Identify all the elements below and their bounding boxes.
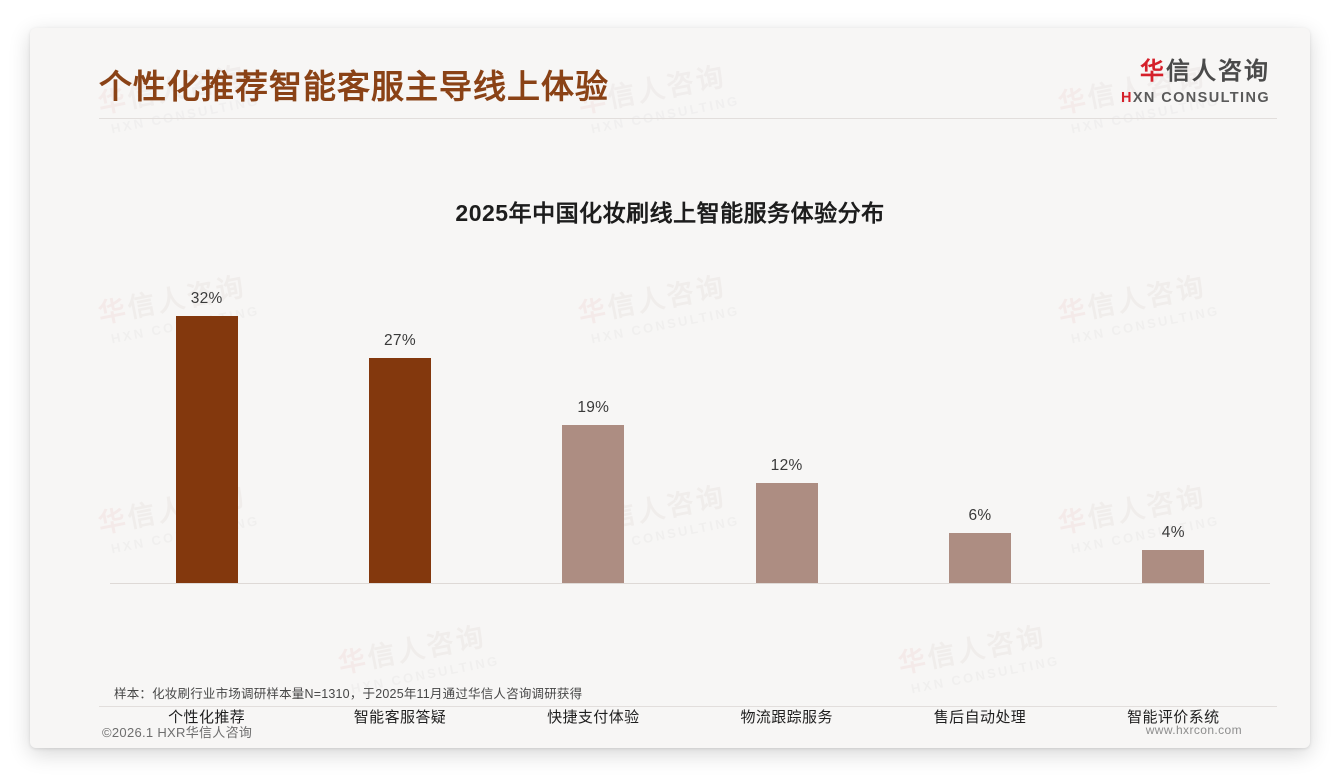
category-label-slot: 智能评价系统 bbox=[1077, 706, 1270, 727]
source-footnote: 样本：化妆刷行业市场调研样本量N=1310，于2025年11月通过华信人咨询调研… bbox=[114, 687, 583, 701]
bar-value-label: 32% bbox=[190, 290, 223, 307]
website-url: www.hxrcon.com bbox=[1145, 723, 1242, 737]
category-label-slot: 个性化推荐 bbox=[110, 706, 303, 727]
category-label-slot: 售后自动处理 bbox=[883, 706, 1076, 727]
category-label: 售后自动处理 bbox=[933, 709, 1027, 726]
category-label-slot: 智能客服答疑 bbox=[303, 706, 496, 727]
bar-value-label: 19% bbox=[577, 399, 610, 416]
brand-logo: 华信人咨询 HXN CONSULTING bbox=[1121, 60, 1270, 106]
brand-logo-cn-rest: 信人咨询 bbox=[1166, 58, 1270, 85]
category-axis-labels: 个性化推荐 智能客服答疑 快捷支付体验 物流跟踪服务 售后自动处理 智能评价系统 bbox=[110, 706, 1270, 727]
bar-group[interactable]: 4% bbox=[1077, 254, 1270, 583]
bar-group[interactable]: 32% bbox=[110, 254, 303, 583]
category-label: 智能评价系统 bbox=[1127, 709, 1220, 726]
bar-value-label: 12% bbox=[770, 457, 803, 474]
copyright-text: ©2026.1 HXR华信人咨询 bbox=[102, 725, 253, 740]
bar-value-label: 27% bbox=[384, 332, 416, 349]
brand-logo-en: HXN CONSULTING bbox=[1121, 91, 1270, 106]
bar-group[interactable]: 12% bbox=[690, 254, 883, 583]
category-label: 快捷支付体验 bbox=[547, 709, 640, 726]
brand-logo-en-highlight: H bbox=[1120, 90, 1133, 106]
brand-logo-cn-highlight: 华 bbox=[1140, 58, 1166, 85]
bar[interactable] bbox=[175, 316, 238, 583]
bar[interactable] bbox=[1142, 550, 1205, 583]
page-title: 个性化推荐智能客服主导线上体验 bbox=[99, 68, 609, 105]
bar-series: 32% 27% 19% 12% 6% 4% bbox=[110, 254, 1270, 583]
slide-card: 华信人咨询 HXN CONSULTING 华信人咨询 HXN CONSULTIN… bbox=[30, 28, 1310, 748]
slide-header: 个性化推荐智能客服主导线上体验 华信人咨询 HXN CONSULTING bbox=[30, 28, 1310, 120]
category-label: 物流跟踪服务 bbox=[740, 709, 833, 726]
category-label-slot: 物流跟踪服务 bbox=[690, 706, 883, 727]
footer-divider bbox=[99, 706, 1277, 707]
category-label: 个性化推荐 bbox=[168, 709, 246, 726]
header-divider bbox=[99, 118, 1277, 119]
chart-block: 2025年中国化妆刷线上智能服务体验分布 32% 27% 19% 12% 6% 4% 个性… bbox=[30, 146, 1310, 726]
bar-value-label: 6% bbox=[968, 507, 992, 524]
brand-logo-cn: 华信人咨询 bbox=[1121, 60, 1270, 84]
bar-group[interactable]: 6% bbox=[883, 254, 1076, 583]
bar-chart-plot: 32% 27% 19% 12% 6% 4% 个性化推荐 智能客服答疑 快捷支付体验 物流跟踪服务… bbox=[78, 254, 1270, 726]
bar-group[interactable]: 27% bbox=[303, 254, 496, 583]
bar[interactable] bbox=[948, 533, 1011, 583]
bar-value-label: 4% bbox=[1161, 524, 1185, 541]
bar[interactable] bbox=[755, 483, 818, 583]
category-label: 智能客服答疑 bbox=[353, 709, 447, 726]
bar[interactable] bbox=[368, 358, 431, 583]
brand-logo-en-rest: XN CONSULTING bbox=[1132, 90, 1270, 106]
category-label-slot: 快捷支付体验 bbox=[497, 706, 690, 727]
bar-group[interactable]: 19% bbox=[497, 254, 690, 583]
bar[interactable] bbox=[562, 425, 625, 583]
chart-title: 2025年中国化妆刷线上智能服务体验分布 bbox=[455, 200, 885, 226]
slide-footer: ©2026.1 HXR华信人咨询 www.hxrcon.com bbox=[30, 714, 1310, 748]
x-axis-line bbox=[110, 583, 1270, 584]
